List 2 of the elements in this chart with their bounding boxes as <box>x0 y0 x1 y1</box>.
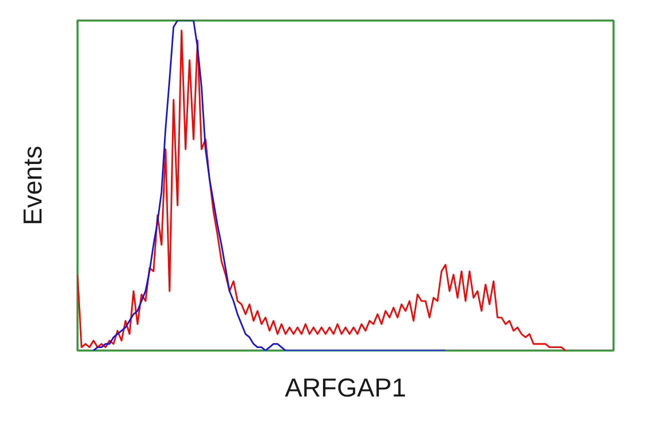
y-axis-title: Events <box>18 146 48 226</box>
x-axis-title: ARFGAP1 <box>284 372 406 402</box>
